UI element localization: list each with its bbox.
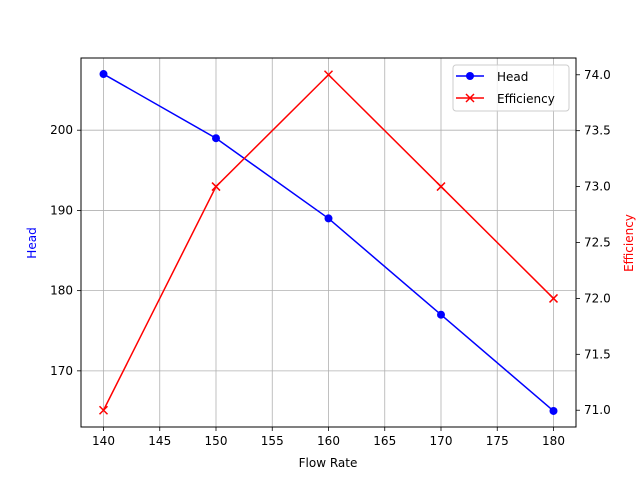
x-tick-label: 140 bbox=[92, 434, 115, 448]
x-tick-label: 170 bbox=[430, 434, 453, 448]
legend-label-head: Head bbox=[497, 70, 528, 84]
y-tick-label-right: 73.5 bbox=[584, 124, 611, 138]
data-point-circle-icon bbox=[99, 70, 108, 79]
y-tick-label-left: 180 bbox=[50, 284, 73, 298]
y-axis-left-label: Head bbox=[25, 227, 39, 258]
data-point-x-icon bbox=[98, 405, 109, 415]
legend-marker-circle-icon bbox=[466, 72, 474, 80]
y-axis-left: 170 180 190 200 bbox=[50, 123, 81, 378]
y-axis-right: 71.0 71.5 72.0 72.5 73.0 73.5 74.0 bbox=[576, 68, 611, 417]
y-tick-label-right: 74.0 bbox=[584, 68, 611, 82]
y-axis-right-label: Efficiency bbox=[622, 214, 636, 272]
y-tick-label-right: 71.0 bbox=[584, 403, 611, 417]
x-tick-label: 155 bbox=[261, 434, 284, 448]
legend-marker-x-icon bbox=[465, 93, 475, 103]
series-layer bbox=[98, 70, 559, 415]
x-tick-label: 165 bbox=[373, 434, 396, 448]
data-point-circle-icon bbox=[324, 214, 333, 223]
x-axis-label: Flow Rate bbox=[299, 456, 358, 470]
data-point-x-icon bbox=[211, 182, 221, 192]
data-point-circle-icon bbox=[549, 406, 558, 415]
legend: Head Efficiency bbox=[452, 64, 570, 112]
x-tick-label: 145 bbox=[148, 434, 171, 448]
x-tick-label: 175 bbox=[486, 434, 509, 448]
data-point-circle-icon bbox=[437, 310, 445, 319]
x-tick-label: 180 bbox=[542, 434, 565, 448]
y-tick-label-right: 73.0 bbox=[584, 180, 611, 194]
data-point-x-icon bbox=[436, 182, 446, 192]
data-point-x-icon bbox=[548, 293, 559, 303]
data-point-x-icon bbox=[323, 70, 334, 80]
x-tick-label: 150 bbox=[205, 434, 228, 448]
data-point-circle-icon bbox=[212, 134, 220, 143]
grid bbox=[81, 58, 576, 427]
y-tick-label-left: 170 bbox=[50, 364, 73, 378]
y-tick-label-right: 72.0 bbox=[584, 291, 611, 305]
x-axis: 140 145 150 155 160 165 170 175 180 bbox=[92, 427, 565, 448]
x-tick-label: 160 bbox=[317, 434, 340, 448]
y-tick-label-right: 72.5 bbox=[584, 236, 611, 250]
y-tick-label-right: 71.5 bbox=[584, 347, 611, 361]
y-tick-label-left: 200 bbox=[50, 123, 73, 137]
y-tick-label-left: 190 bbox=[50, 203, 73, 217]
legend-label-efficiency: Efficiency bbox=[497, 92, 555, 106]
